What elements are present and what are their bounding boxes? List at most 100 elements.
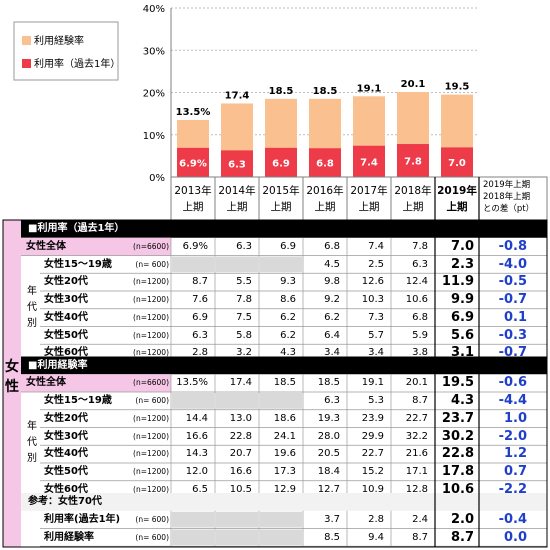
x-tick-label-year: 2019年	[437, 184, 477, 197]
section-title: ■利用率（過去1年）	[28, 223, 125, 234]
empty-cell	[216, 529, 258, 546]
row-label: 女性30代	[44, 430, 88, 442]
table-diff: 0.0	[503, 529, 527, 545]
bar-usage	[353, 145, 385, 177]
row-sample-size: (n=1200)	[133, 295, 169, 304]
empty-cell	[216, 393, 258, 409]
table-diff: -2.2	[498, 481, 527, 497]
row-label: 女性30代	[44, 294, 88, 305]
table-value: 5.7	[368, 329, 384, 341]
x-tick-label-year: 2016年	[306, 184, 343, 197]
table-diff: -0.4	[498, 511, 527, 527]
data-label-experience: 20.1	[401, 79, 426, 90]
row-label: 女性15～19歳	[44, 395, 112, 406]
table-value: 23.9	[361, 412, 384, 424]
table-value-2019: 9.9	[450, 292, 474, 307]
table-value: 7.4	[368, 240, 384, 252]
data-label-usage: 7.4	[360, 157, 378, 168]
table-diff: -0.7	[498, 292, 527, 307]
table-value: 7.8	[412, 240, 428, 252]
table-value: 9.3	[280, 276, 296, 288]
table-value: 6.3	[324, 395, 340, 406]
table-value: 5.3	[368, 395, 384, 406]
table-value: 10.9	[361, 483, 384, 495]
table-value: 28.0	[317, 430, 340, 442]
y-tick-label: 40%	[143, 4, 165, 15]
table-value: 6.8	[412, 311, 428, 323]
table-value: 6.2	[280, 311, 296, 323]
table-value: 8.7	[412, 531, 428, 543]
row-label: 女性50代	[44, 329, 88, 341]
table-value: 7.8	[236, 294, 252, 305]
data-label-usage: 6.3	[228, 160, 246, 171]
x-tick-label-year: 2015年	[262, 184, 299, 197]
row-sample-size: (n=1200)	[133, 277, 169, 287]
row-label: 利用率(過去1年)	[44, 513, 121, 525]
data-label-experience: 19.5	[445, 82, 470, 93]
table-value: 7.5	[236, 311, 252, 323]
row-label: 女性20代	[44, 276, 88, 288]
table-value: 9.4	[368, 531, 384, 543]
x-tick-label-half: 上期	[403, 201, 424, 213]
table-value: 17.1	[405, 466, 428, 477]
table-value: 22.7	[405, 412, 428, 424]
row-sample-size: (n= 600)	[135, 396, 169, 405]
table-value: 14.3	[185, 448, 208, 460]
bar-usage	[221, 150, 253, 177]
table-value: 13.0	[229, 412, 252, 424]
bar-usage	[177, 147, 209, 177]
table-value-2019: 22.8	[441, 446, 474, 462]
legend-label-experience: 利用経験率	[34, 34, 84, 47]
empty-cell	[260, 529, 302, 546]
row-sample-size: (n=6600)	[133, 241, 169, 251]
table-value: 3.4	[368, 347, 384, 359]
table-value: 10.5	[229, 483, 252, 495]
legend-swatch-usage	[22, 59, 31, 68]
data-label-experience: 17.4	[225, 90, 250, 101]
table-value: 4.3	[280, 347, 296, 359]
legend-box	[13, 21, 119, 81]
table-value: 6.3	[236, 240, 252, 252]
table-value-2019: 2.0	[450, 511, 474, 527]
table-value: 14.4	[185, 412, 208, 424]
table-diff: -4.4	[498, 393, 527, 408]
empty-cell	[216, 256, 258, 273]
row-label: 女性60代	[44, 483, 88, 495]
x-tick-label-half: 上期	[359, 201, 380, 213]
table-value: 6.5	[192, 483, 208, 495]
diff-header-line: 2019年上期	[483, 180, 531, 190]
row-label: 女性50代	[44, 466, 88, 477]
data-label-experience: 19.1	[357, 83, 382, 94]
table-value: 20.7	[229, 448, 252, 460]
row-label: 女性40代	[44, 448, 88, 460]
row-label: 女性全体	[26, 377, 66, 389]
table-value: 10.6	[405, 294, 428, 305]
row-sample-size: (n=1200)	[133, 348, 169, 358]
row-sample-size: (n=1200)	[133, 431, 169, 441]
table-value-2019: 11.9	[441, 274, 474, 290]
section-title: ■利用経験率	[28, 359, 88, 371]
row-sample-size: (n=1200)	[133, 413, 169, 423]
table-value: 17.4	[229, 377, 252, 389]
row-label: 女性全体	[26, 240, 66, 252]
row-label: 女性20代	[44, 412, 88, 424]
row-label: 女性60代	[44, 347, 88, 359]
table-diff: -2.0	[498, 428, 527, 444]
empty-cell	[172, 511, 214, 528]
table-value: 6.9	[280, 240, 296, 252]
table-value-2019: 8.7	[450, 529, 474, 545]
legend-label-usage: 利用率（過去1年）	[34, 57, 120, 70]
table-value: 2.8	[368, 513, 384, 525]
table-diff: 0.7	[503, 464, 527, 479]
row-sample-size: (n= 600)	[135, 514, 169, 524]
age-group-label: 別	[27, 453, 37, 464]
table-value: 12.7	[317, 483, 340, 495]
table-value-2019: 7.0	[450, 238, 474, 254]
data-label-experience: 13.5%	[176, 107, 211, 118]
x-tick-label-half: 上期	[315, 201, 336, 213]
row-sample-size: (n=6600)	[133, 378, 169, 388]
table-value: 32.2	[405, 430, 428, 442]
row-label-bg	[21, 374, 171, 392]
table-diff: -0.6	[498, 375, 527, 391]
empty-cell	[172, 256, 214, 273]
